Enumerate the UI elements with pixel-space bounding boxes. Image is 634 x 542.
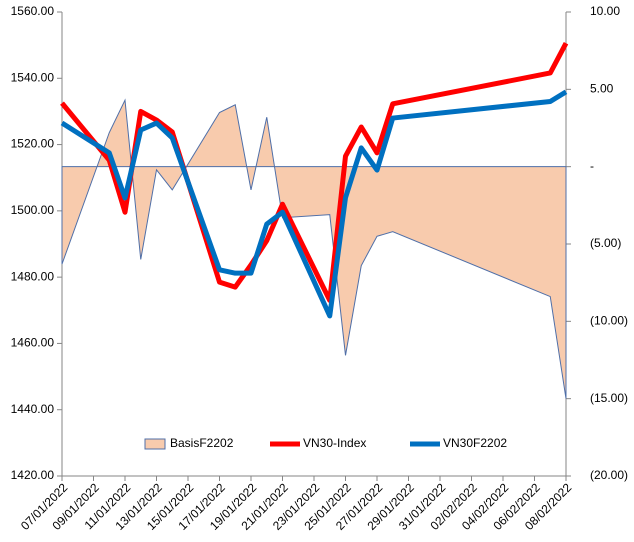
y-tick-label: 1540.00 xyxy=(11,70,55,84)
y2-tick-label: (10.00) xyxy=(590,314,628,328)
legend-label: VN30-Index xyxy=(303,436,366,450)
y2-tick-label: 5.00 xyxy=(590,82,614,96)
y2-tick-label: (5.00) xyxy=(590,236,621,250)
y-tick-label: 1460.00 xyxy=(11,336,55,350)
legend-label: BasisF2202 xyxy=(170,436,234,450)
y2-tick-label: - xyxy=(590,159,594,173)
y-tick-label: 1440.00 xyxy=(11,402,55,416)
y2-tick-label: (15.00) xyxy=(590,391,628,405)
y-tick-label: 1520.00 xyxy=(11,137,55,151)
legend-label: VN30F2202 xyxy=(443,436,507,450)
y-tick-label: 1500.00 xyxy=(11,203,55,217)
y2-tick-label: (20.00) xyxy=(590,468,628,482)
basis-area xyxy=(61,98,567,399)
y-tick-label: 1480.00 xyxy=(11,269,55,283)
y2-tick-label: 10.00 xyxy=(590,4,620,18)
y-tick-label: 1560.00 xyxy=(11,4,55,18)
legend-swatch xyxy=(144,438,166,450)
y-tick-label: 1420.00 xyxy=(11,468,55,482)
series-line xyxy=(60,89,568,319)
